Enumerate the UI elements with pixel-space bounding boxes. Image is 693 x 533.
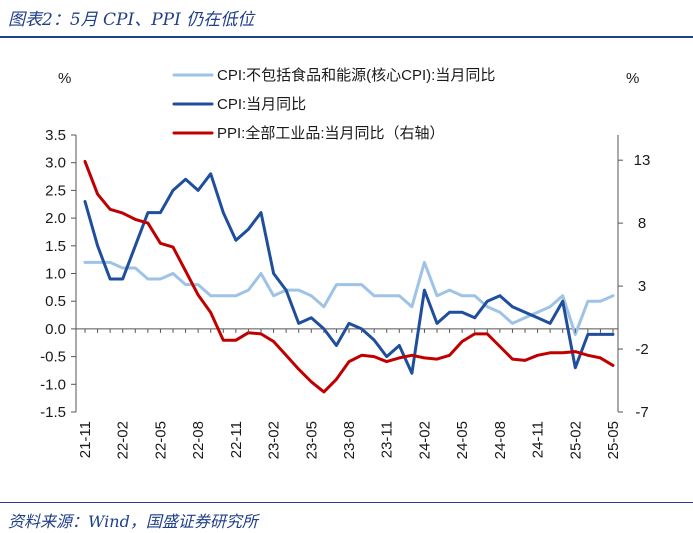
x-tick-label: 24-11: [530, 421, 547, 458]
chart-axes: 3.5 3.0 2.5 2.0 1.5 1.0 0.5 0.0 -0.5 -1.0 -1.5 13 8 3…: [40, 127, 650, 421]
right-tick-label: 13: [634, 152, 651, 169]
left-tick-label: 2.0: [45, 210, 66, 227]
legend-label: CPI:不包括食品和能源(核心CPI):当月同比: [217, 67, 495, 84]
right-tick-label: -2: [635, 341, 648, 358]
x-tick-label: 22-02: [115, 421, 132, 459]
x-tick-label: 25-05: [605, 421, 622, 459]
x-tick-label: 22-08: [190, 421, 207, 459]
series-line-2: [83, 159, 615, 394]
chart-legend: CPI:不包括食品和能源(核心CPI):当月同比 CPI:当月同比 PPI:全部工业…: [172, 67, 495, 142]
left-tick-label: 0.5: [45, 293, 66, 310]
left-tick-label: 3.0: [45, 155, 66, 172]
right-tick-label: 3: [638, 278, 646, 295]
legend-label: PPI:全部工业品:当月同比（右轴）: [217, 124, 445, 142]
line-chart: CPI:不包括食品和能源(核心CPI):当月同比 CPI:当月同比 PPI:全部工业…: [40, 67, 650, 459]
x-axis-ticks: 21-11 22-02 22-05 22-08 22-11 23-02 23-05 23-08…: [77, 328, 622, 459]
left-tick-label: 0.0: [45, 321, 66, 338]
x-tick-label: 23-08: [341, 421, 358, 459]
source-divider: [0, 502, 693, 503]
left-tick-label: -1.0: [40, 376, 66, 393]
series-line-0: [83, 260, 615, 336]
left-tick-label: 1.5: [45, 238, 66, 255]
right-tick-label: 8: [638, 215, 646, 232]
right-axis-unit: %: [626, 70, 639, 87]
left-tick-label: -1.5: [40, 404, 66, 421]
x-tick-label: 23-02: [266, 421, 283, 459]
left-tick-label: 3.5: [45, 127, 66, 144]
x-tick-label: 24-02: [416, 421, 433, 459]
right-tick-label: -7: [635, 404, 648, 421]
x-tick-label: 21-11: [77, 421, 94, 458]
title-divider: [0, 36, 693, 38]
left-axis-unit: %: [58, 70, 71, 87]
x-tick-label: 25-02: [567, 421, 584, 459]
x-tick-label: 23-11: [379, 421, 396, 458]
legend-label: CPI:当月同比: [217, 96, 306, 113]
left-tick-label: -0.5: [40, 349, 66, 366]
x-tick-label: 22-05: [152, 421, 169, 459]
chart-series: [83, 159, 615, 394]
x-tick-label: 24-05: [454, 421, 471, 459]
series-line-1: [83, 172, 615, 375]
source-note: 资料来源：Wind，国盛证券研究所: [8, 512, 258, 531]
x-tick-label: 24-08: [492, 421, 509, 459]
figure-title: 图表2：5月 CPI、PPI 仍在低位: [8, 10, 255, 30]
left-tick-label: 2.5: [45, 182, 66, 199]
left-tick-label: 1.0: [45, 266, 66, 283]
x-tick-label: 22-11: [228, 421, 245, 458]
x-tick-label: 23-05: [303, 421, 320, 459]
